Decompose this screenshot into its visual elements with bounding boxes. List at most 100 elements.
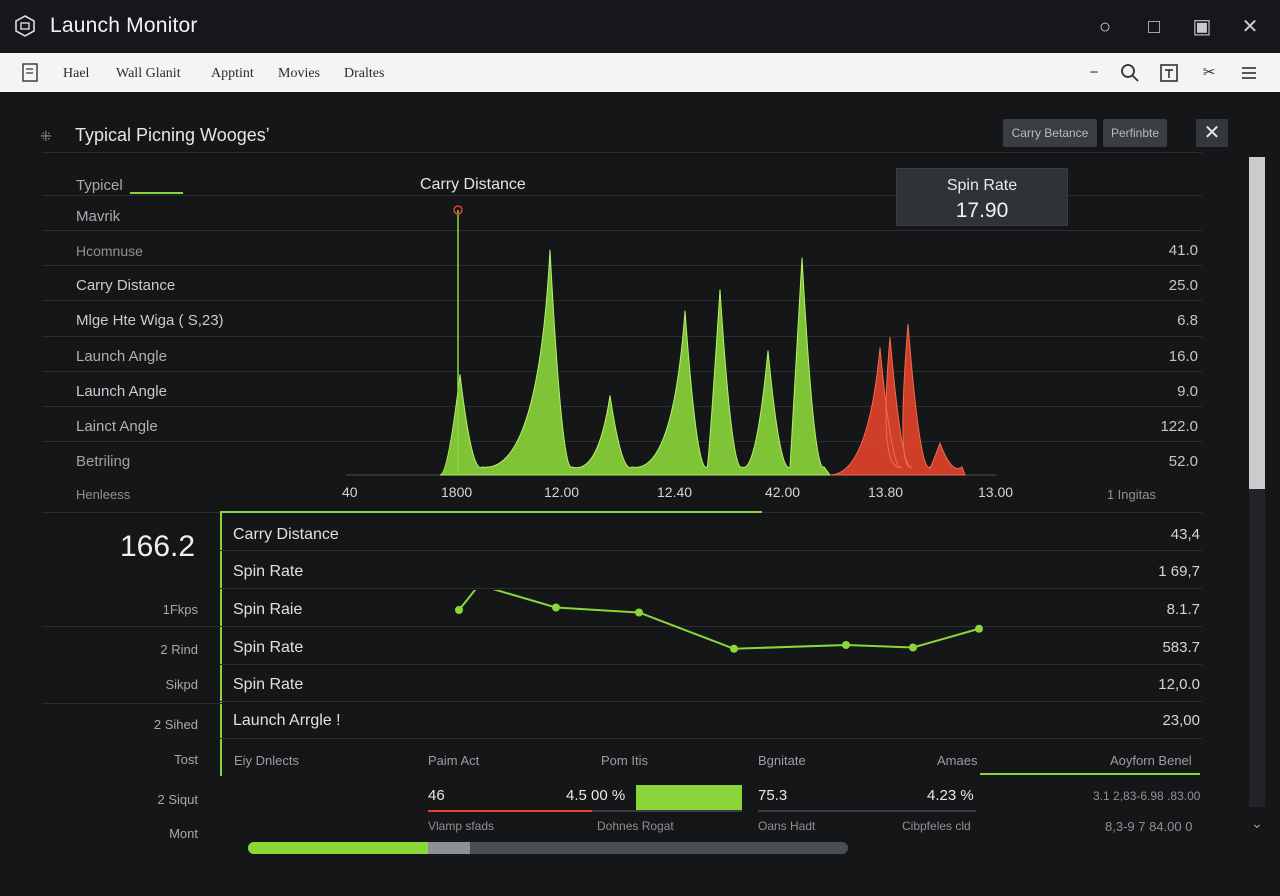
selection-bar bbox=[220, 511, 762, 513]
grid-line bbox=[42, 300, 1202, 301]
table-row-value: 43,4 bbox=[1170, 526, 1200, 543]
green-indicator bbox=[636, 785, 742, 810]
table-row-value: 12,0.0 bbox=[1158, 676, 1200, 693]
legend-swatch bbox=[130, 192, 183, 194]
panel-title: Typical Picning Woogesʼ bbox=[75, 125, 270, 145]
left-label: Betriling bbox=[76, 453, 131, 470]
footer-value: 3.1 2,83-6.98 .83.00 bbox=[1093, 789, 1201, 803]
gray-underline bbox=[758, 810, 976, 812]
right-axis-value: 9.0 bbox=[1177, 383, 1198, 400]
grid-line bbox=[42, 626, 222, 627]
left-label: Typicel bbox=[76, 177, 123, 194]
table-row-label: Carry Distance bbox=[233, 526, 339, 543]
row-divider bbox=[220, 664, 1202, 665]
list-icon[interactable] bbox=[1238, 62, 1260, 84]
accent-line bbox=[980, 773, 1200, 775]
data-point bbox=[909, 643, 917, 652]
marker-point bbox=[453, 205, 463, 215]
scrollbar-thumb[interactable] bbox=[1249, 157, 1265, 489]
side-label: 1Fkps bbox=[162, 602, 198, 617]
data-point bbox=[730, 644, 738, 653]
footer-value: 75.3 bbox=[758, 787, 788, 804]
green-series-area bbox=[439, 249, 831, 476]
chevron-down-icon[interactable]: ⌄ bbox=[1251, 815, 1263, 831]
close-panel-button[interactable]: ✕ bbox=[1196, 119, 1228, 147]
spin-rate-tooltip: Spin Rate 17.90 bbox=[896, 168, 1068, 226]
table-row-label: Spin Rate bbox=[233, 639, 304, 656]
minimize-button[interactable]: □ bbox=[1147, 16, 1161, 38]
grid-line bbox=[42, 230, 1202, 231]
gray-underline bbox=[592, 810, 742, 812]
x-tick-label: 13.00 bbox=[978, 484, 1014, 500]
x-tick-label: 13.80 bbox=[868, 484, 904, 500]
menu-bar bbox=[0, 53, 1280, 93]
side-label: 2 Sihed bbox=[153, 717, 198, 732]
right-axis-value: 41.0 bbox=[1168, 242, 1198, 259]
right-axis-value: 1 Ingitas bbox=[1106, 487, 1156, 502]
right-axis-value: 52.0 bbox=[1168, 453, 1198, 470]
footer-sub: Cibpfeles cld bbox=[902, 819, 971, 833]
search-icon[interactable] bbox=[1119, 62, 1141, 84]
x-tick-label: 1800 bbox=[441, 484, 473, 500]
x-tick-label: 40 bbox=[342, 484, 358, 500]
data-point bbox=[552, 603, 560, 612]
tooltip-label: Spin Rate bbox=[946, 177, 1018, 194]
progress-fill bbox=[248, 842, 428, 854]
divider bbox=[42, 152, 1202, 153]
tools-icon[interactable]: ✂ bbox=[1202, 64, 1216, 81]
row-divider bbox=[220, 701, 1202, 702]
window-title: Launch Monitor bbox=[50, 14, 198, 37]
carry-distance-area-chart bbox=[346, 205, 996, 476]
perfinbte-button[interactable]: Perfinbte bbox=[1103, 119, 1167, 147]
footer-header: Pom Itis bbox=[601, 753, 648, 768]
maximize-button[interactable]: ▣ bbox=[1192, 16, 1212, 38]
main-panel bbox=[0, 92, 1280, 896]
document-icon[interactable] bbox=[20, 62, 42, 84]
data-point bbox=[842, 641, 850, 649]
red-underline bbox=[428, 810, 592, 812]
footer-header: Eiy Dnlects bbox=[234, 753, 300, 768]
menu-item-hael[interactable]: Hael bbox=[63, 66, 90, 81]
left-label: Carry Distance bbox=[76, 277, 176, 294]
side-label: Sikpd bbox=[165, 677, 198, 692]
menu-item-movies[interactable]: Movies bbox=[278, 66, 320, 81]
drag-handle-icon[interactable]: ⁜ bbox=[40, 128, 52, 144]
x-tick-label: 12.00 bbox=[544, 484, 580, 500]
side-label: Mont bbox=[169, 826, 198, 841]
x-tick-label: 42.00 bbox=[765, 484, 801, 500]
footer-sub: Vlamp sfads bbox=[428, 819, 495, 833]
grid-line bbox=[42, 195, 1202, 196]
footer-value: 46 bbox=[428, 787, 445, 804]
text-box-icon[interactable] bbox=[1158, 62, 1180, 84]
table-row-value: 1 69,7 bbox=[1158, 563, 1200, 580]
table-row-label: Spin Raie bbox=[233, 601, 303, 618]
menu-item-draltes[interactable]: Draltes bbox=[344, 66, 385, 81]
data-point bbox=[455, 606, 463, 614]
left-label: Henleess bbox=[76, 487, 131, 502]
left-label: Launch Angle bbox=[76, 348, 167, 365]
footer-header: Bgnitate bbox=[758, 753, 806, 768]
grid-line bbox=[42, 703, 222, 704]
right-axis-value: 16.0 bbox=[1168, 348, 1198, 365]
grid-line bbox=[42, 406, 1202, 407]
row-divider bbox=[220, 626, 1202, 627]
close-window-button[interactable]: ✕ bbox=[1241, 16, 1259, 38]
grid-line bbox=[42, 441, 1202, 442]
table-row-value: 583.7 bbox=[1162, 639, 1200, 656]
selection-bar bbox=[220, 512, 222, 776]
big-value: 166.2 bbox=[120, 530, 196, 563]
minus-icon[interactable]: − bbox=[1089, 64, 1099, 81]
record-icon[interactable]: ○ bbox=[1098, 16, 1112, 38]
left-label: Hcomnuse bbox=[76, 243, 143, 259]
app-logo-icon bbox=[15, 15, 35, 37]
carry-betance-button[interactable]: Carry Betance bbox=[1003, 119, 1097, 147]
table-row-label: Spin Rate bbox=[233, 563, 304, 580]
row-divider bbox=[220, 738, 1202, 739]
footer-sub: Dohnes Rogat bbox=[597, 819, 674, 833]
menu-item-apptint[interactable]: Apptint bbox=[211, 66, 254, 81]
right-axis-value: 6.8 bbox=[1177, 312, 1198, 329]
footer-value: 4.5 00 % bbox=[566, 787, 626, 804]
menu-item-wall-glanit[interactable]: Wall Glanit bbox=[116, 66, 181, 81]
left-label: Lainct Angle bbox=[76, 418, 158, 435]
right-axis-value: 122.0 bbox=[1160, 418, 1198, 435]
